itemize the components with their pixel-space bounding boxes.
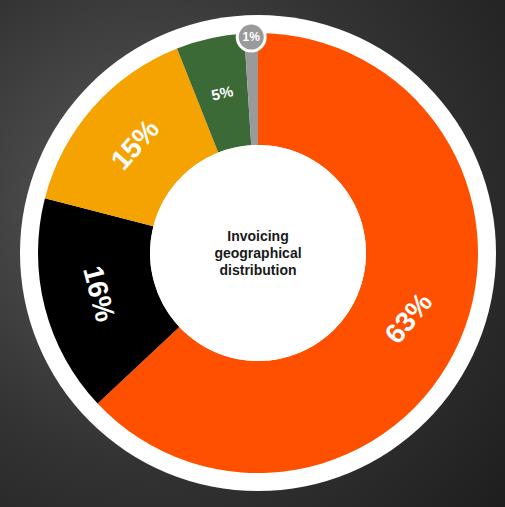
center-hole: [150, 145, 366, 361]
title: Invoicinggeographicaldistribution: [214, 228, 301, 278]
data-label: 15%: [105, 113, 165, 176]
slices: [38, 33, 478, 473]
data-label: 5%: [210, 82, 235, 103]
chart: 63% 16% 15% 5% 1% Invoicinggeographicaldistri…: [0, 0, 505, 507]
outer-ring: [20, 15, 496, 491]
slice: [177, 33, 251, 152]
data-label: 1%: [243, 30, 261, 44]
label-badge: [237, 23, 265, 51]
data-label: 16%: [77, 263, 121, 325]
data-label: 63%: [379, 287, 439, 350]
